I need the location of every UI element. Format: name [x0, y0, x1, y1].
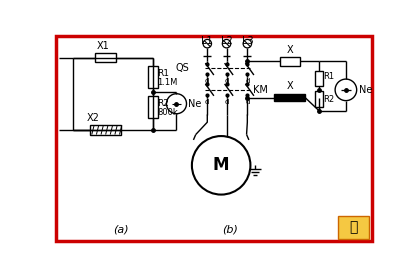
Text: d: d: [205, 99, 209, 105]
Text: L1: L1: [201, 36, 213, 46]
Text: X2: X2: [87, 113, 100, 123]
Text: R2: R2: [324, 95, 335, 104]
Text: (a): (a): [113, 225, 129, 235]
Text: d: d: [245, 99, 250, 105]
Text: d: d: [224, 99, 229, 105]
Circle shape: [192, 136, 250, 195]
Text: X1: X1: [97, 41, 109, 51]
Bar: [338, 216, 369, 239]
Bar: [90, 125, 121, 135]
Text: d: d: [224, 78, 229, 84]
Circle shape: [166, 94, 186, 114]
Text: R1: R1: [324, 72, 335, 81]
Text: d: d: [245, 78, 250, 84]
Text: R1: R1: [157, 69, 169, 78]
Text: X: X: [286, 45, 293, 55]
Text: d: d: [205, 78, 209, 84]
Text: QS: QS: [176, 63, 190, 73]
Bar: [315, 71, 323, 86]
Text: L2: L2: [221, 36, 232, 46]
Text: X: X: [286, 81, 293, 92]
Text: L3: L3: [242, 36, 253, 46]
Text: R2: R2: [157, 99, 169, 108]
Text: KM: KM: [253, 85, 268, 95]
Bar: [315, 92, 323, 107]
Text: Ne: Ne: [359, 85, 372, 95]
Circle shape: [243, 39, 252, 48]
Text: M: M: [213, 156, 229, 174]
Bar: [148, 66, 158, 88]
Bar: [280, 57, 300, 65]
Text: Ne: Ne: [188, 99, 201, 109]
Bar: [274, 94, 305, 101]
Bar: [95, 53, 117, 62]
Text: 1.1M: 1.1M: [157, 78, 178, 87]
Circle shape: [203, 39, 212, 48]
Circle shape: [335, 79, 357, 101]
Circle shape: [222, 39, 231, 48]
Text: 🐻: 🐻: [349, 221, 358, 235]
Text: (b): (b): [222, 225, 238, 235]
Text: 800k: 800k: [157, 108, 178, 117]
Bar: [148, 96, 158, 118]
